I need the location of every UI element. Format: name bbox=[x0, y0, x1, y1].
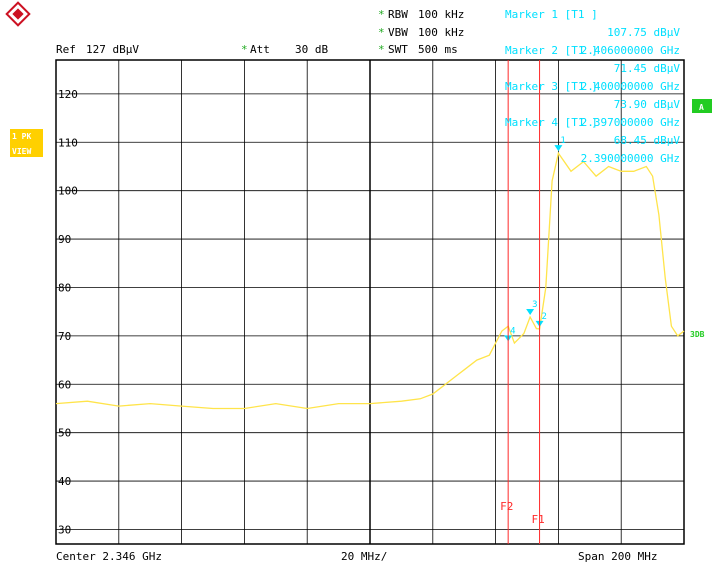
y-tick-label: 110 bbox=[58, 136, 78, 149]
trace-line bbox=[55, 151, 685, 410]
marker-1-label: 1 bbox=[560, 136, 565, 146]
y-tick-label: 60 bbox=[58, 378, 71, 391]
ref-value: 127 dBµV bbox=[86, 43, 139, 56]
footer: Center 2.346 GHz 20 MHz/ Span 200 MHz bbox=[56, 550, 657, 563]
rs-logo bbox=[5, 1, 31, 27]
marker-2-label: 2 bbox=[542, 312, 547, 322]
freq-line-label: F2 bbox=[500, 500, 513, 513]
y-tick-label: 120 bbox=[58, 88, 78, 101]
rbw-star: * bbox=[378, 8, 385, 21]
span-value: Span 200 MHz bbox=[578, 550, 657, 563]
trace-mode-2: VIEW bbox=[12, 147, 31, 156]
marker-layer: 1 23 4 bbox=[504, 136, 566, 342]
y-tick-labels: 30 40 50 60 70 80 90 100 110 120 bbox=[58, 88, 78, 537]
vbw-label: VBW bbox=[388, 26, 408, 39]
threshold-label: 3DB bbox=[690, 330, 705, 339]
trace-layer bbox=[55, 151, 685, 410]
rbw-label: RBW bbox=[388, 8, 408, 21]
marker-4-label: 4 bbox=[510, 326, 515, 336]
y-tick-label: 100 bbox=[58, 185, 78, 198]
y-tick-label: 50 bbox=[58, 427, 71, 440]
rbw-value: 100 kHz bbox=[418, 8, 464, 21]
freq-line-label: F1 bbox=[532, 513, 545, 526]
att-label: Att bbox=[250, 43, 270, 56]
vbw-value: 100 kHz bbox=[418, 26, 464, 39]
marker-3-icon bbox=[526, 309, 535, 316]
marker-readout-level: 107.75 dBµV bbox=[607, 26, 680, 39]
marker-readout-freq: 2.400000000 GHz bbox=[581, 80, 680, 93]
marker-readout-title: Marker 4 [T1 ] bbox=[505, 116, 598, 129]
att-star: * bbox=[241, 43, 248, 56]
marker-readout-title: Marker 3 [T1 ] bbox=[505, 80, 598, 93]
y-tick-label: 30 bbox=[58, 523, 71, 536]
vbw-star: * bbox=[378, 26, 385, 39]
y-tick-label: 70 bbox=[58, 330, 71, 343]
plot-area: 30 40 50 60 70 80 90 100 110 120 bbox=[55, 59, 685, 545]
marker-readout-level: 73.90 dBµV bbox=[614, 98, 681, 111]
marker-readout-level: 71.45 dBµV bbox=[614, 62, 681, 75]
settings-header: Ref 127 dBµV * Att 30 dB * RBW 100 kHz *… bbox=[56, 8, 464, 56]
ref-label: Ref bbox=[56, 43, 76, 56]
marker-readout-level: 68.45 dBµV bbox=[614, 134, 681, 147]
swt-star: * bbox=[378, 43, 385, 56]
y-tick-label: 90 bbox=[58, 233, 71, 246]
marker-1-icon bbox=[554, 145, 563, 152]
swt-label: SWT bbox=[388, 43, 408, 56]
center-frequency: Center 2.346 GHz bbox=[56, 550, 162, 563]
trace-mode-1: 1 PK bbox=[12, 132, 31, 141]
trace-a-label: A bbox=[699, 103, 704, 112]
y-tick-label: 40 bbox=[58, 475, 71, 488]
marker-readout-freq: 2.390000000 GHz bbox=[581, 152, 680, 165]
y-tick-label: 80 bbox=[58, 281, 71, 294]
division-scale: 20 MHz/ bbox=[341, 550, 387, 563]
swt-value: 500 ms bbox=[418, 43, 458, 56]
marker-3-label: 3 bbox=[532, 300, 537, 310]
marker-readout-freq: 2.406000000 GHz bbox=[581, 44, 680, 57]
trace-mode-badge: 1 PK VIEW bbox=[10, 129, 43, 157]
marker-readout-title: Marker 2 [T1 ] bbox=[505, 44, 598, 57]
frequency-lines: F1 F2 bbox=[500, 60, 545, 544]
marker-readout: Marker 1 [T1 ] 107.75 dBµV 2.406000000 GHz… bbox=[505, 8, 680, 165]
trace-a-badge: A bbox=[692, 99, 712, 113]
grid bbox=[56, 60, 684, 544]
marker-readout-freq: 2.397000000 GHz bbox=[581, 116, 680, 129]
att-value: 30 dB bbox=[295, 43, 328, 56]
marker-readout-title: Marker 1 [T1 ] bbox=[505, 8, 598, 21]
